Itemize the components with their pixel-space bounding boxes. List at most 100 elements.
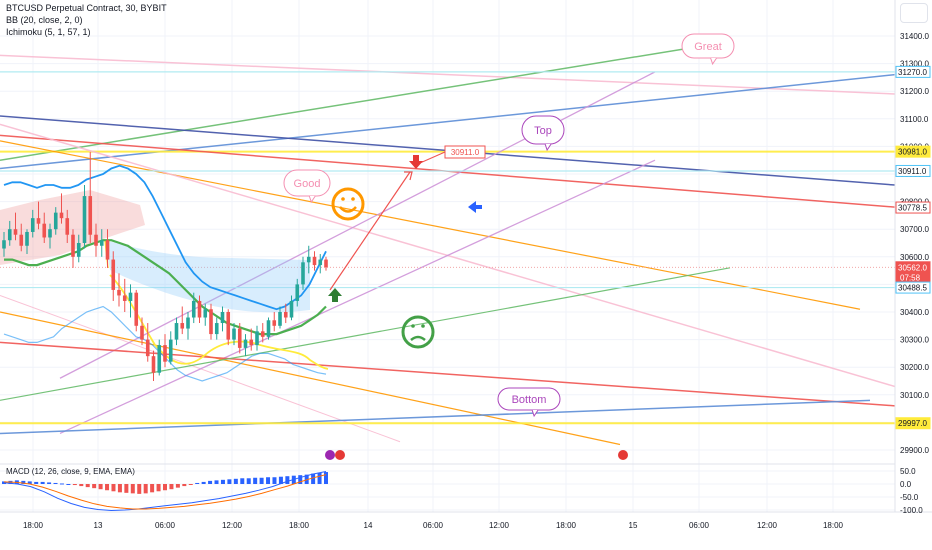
macd-histogram-bar (27, 481, 32, 484)
x-tick-label: 06:00 (423, 521, 444, 530)
macd-y-tick-label: 50.0 (900, 467, 916, 476)
macd-histogram-bar (111, 484, 116, 492)
signal-line (3, 474, 327, 510)
candle-body (168, 339, 173, 362)
macd-pane (2, 471, 328, 512)
x-tick-label: 18:00 (823, 521, 844, 530)
macd-histogram-bar (253, 477, 258, 484)
y-tick-label: 30300.0 (900, 336, 929, 345)
bubble-tail (710, 57, 718, 66)
x-tick-label: 06:00 (689, 521, 710, 530)
candle-body (301, 262, 305, 285)
axes-layer: 29900.030000.030100.030200.030300.030400… (0, 0, 932, 530)
bb-basis-line (4, 239, 327, 336)
trend-line (0, 267, 731, 401)
candle-body (36, 218, 41, 224)
x-tick-label: 13 (94, 521, 103, 530)
legend-ichimoku[interactable]: Ichimoku (5, 1, 57, 1) (6, 27, 91, 37)
callout-bubble-great: Great (681, 33, 735, 66)
candle-body (295, 284, 300, 301)
candle-body (318, 259, 323, 266)
candle-body (7, 229, 12, 241)
bubble-label: Top (534, 125, 552, 137)
smiley-face (331, 187, 365, 221)
candle-body (163, 345, 167, 362)
chart-settings-button[interactable] (900, 3, 928, 23)
bubble-label: Good (294, 178, 321, 190)
macd-histogram-bar (175, 484, 180, 488)
candle-body (174, 323, 179, 340)
macd-histogram-bar (246, 478, 251, 484)
trend-line (0, 73, 895, 170)
legend-symbol[interactable]: BTCUSD Perpetual Contract, 30, BYBIT (6, 3, 167, 13)
candle-body (99, 240, 104, 246)
macd-histogram-bar (278, 476, 283, 484)
price-tag-label: 30778.5 (898, 204, 927, 213)
price-label-box: 30911.0 (444, 145, 486, 159)
macd-histogram-bar (272, 477, 277, 484)
macd-histogram-bar (53, 482, 58, 484)
macd-histogram-bar (163, 484, 167, 491)
legend-macd[interactable]: MACD (12, 26, close, 9, EMA, EMA) (6, 467, 135, 476)
macd-histogram-bar (150, 484, 155, 493)
smiley-sad-icon (401, 315, 435, 349)
trend-line (59, 159, 656, 435)
price-tag-label: 30981.0 (898, 148, 927, 157)
y-tick-label: 30600.0 (900, 253, 929, 262)
y-tick-label: 31400.0 (900, 32, 929, 41)
macd-histogram-bar (105, 484, 110, 491)
candle-body (30, 218, 35, 232)
macd-histogram-bar (201, 481, 206, 484)
candle-body (134, 292, 139, 326)
projection-line (329, 171, 411, 291)
smiley-face (401, 315, 435, 349)
us-flag-event-icon (618, 450, 628, 460)
macd-histogram-bar (34, 481, 39, 484)
legend-bb[interactable]: BB (20, close, 2, 0) (6, 15, 83, 25)
candle-body (278, 312, 282, 326)
x-tick-label: 12:00 (757, 521, 778, 530)
arrow-down-icon (409, 155, 423, 169)
trend-line (0, 140, 861, 310)
macd-histogram-bar (21, 480, 26, 484)
bubble-outline (283, 169, 331, 197)
macd-histogram-bar (311, 473, 316, 484)
macd-histogram-bar (324, 472, 328, 484)
price-label-text: 30911.0 (451, 148, 480, 157)
macd-y-tick-label: 0.0 (900, 480, 912, 489)
macd-histogram-bar (220, 479, 225, 484)
candle-body (312, 256, 317, 266)
ichimoku-lagging (109, 274, 329, 370)
macd-histogram-bar (240, 478, 245, 484)
flash-event-icon (325, 450, 335, 460)
macd-histogram-bar (317, 472, 322, 484)
price-tag: 31270.0 (895, 65, 931, 78)
smiley-eye (421, 324, 425, 328)
macd-histogram-bar (66, 484, 71, 485)
candle-body (232, 328, 236, 340)
smiley-eye (341, 197, 345, 201)
candle-body (289, 300, 294, 318)
candle-body (122, 295, 127, 301)
macd-histogram-bar (47, 482, 52, 484)
smiley-eye (411, 324, 415, 328)
macd-histogram-bar (233, 478, 238, 484)
candle-body (88, 196, 93, 235)
candle-body (82, 196, 87, 243)
macd-histogram-bar (98, 484, 103, 490)
candle-body (76, 243, 81, 257)
price-tag: 29997.0 (895, 417, 931, 430)
candle-body (180, 323, 185, 329)
y-tick-label: 29900.0 (900, 446, 929, 455)
x-tick-label: 06:00 (155, 521, 176, 530)
candle-body (214, 323, 219, 335)
macd-histogram-bar (72, 484, 77, 486)
macd-histogram-bar (117, 484, 122, 493)
price-tag-countdown: 07:58 (900, 273, 921, 282)
candle-body (186, 317, 190, 329)
bubble-tail (544, 143, 552, 152)
candle-body (260, 331, 265, 337)
x-tick-label: 14 (364, 521, 373, 530)
x-tick-label: 12:00 (489, 521, 510, 530)
